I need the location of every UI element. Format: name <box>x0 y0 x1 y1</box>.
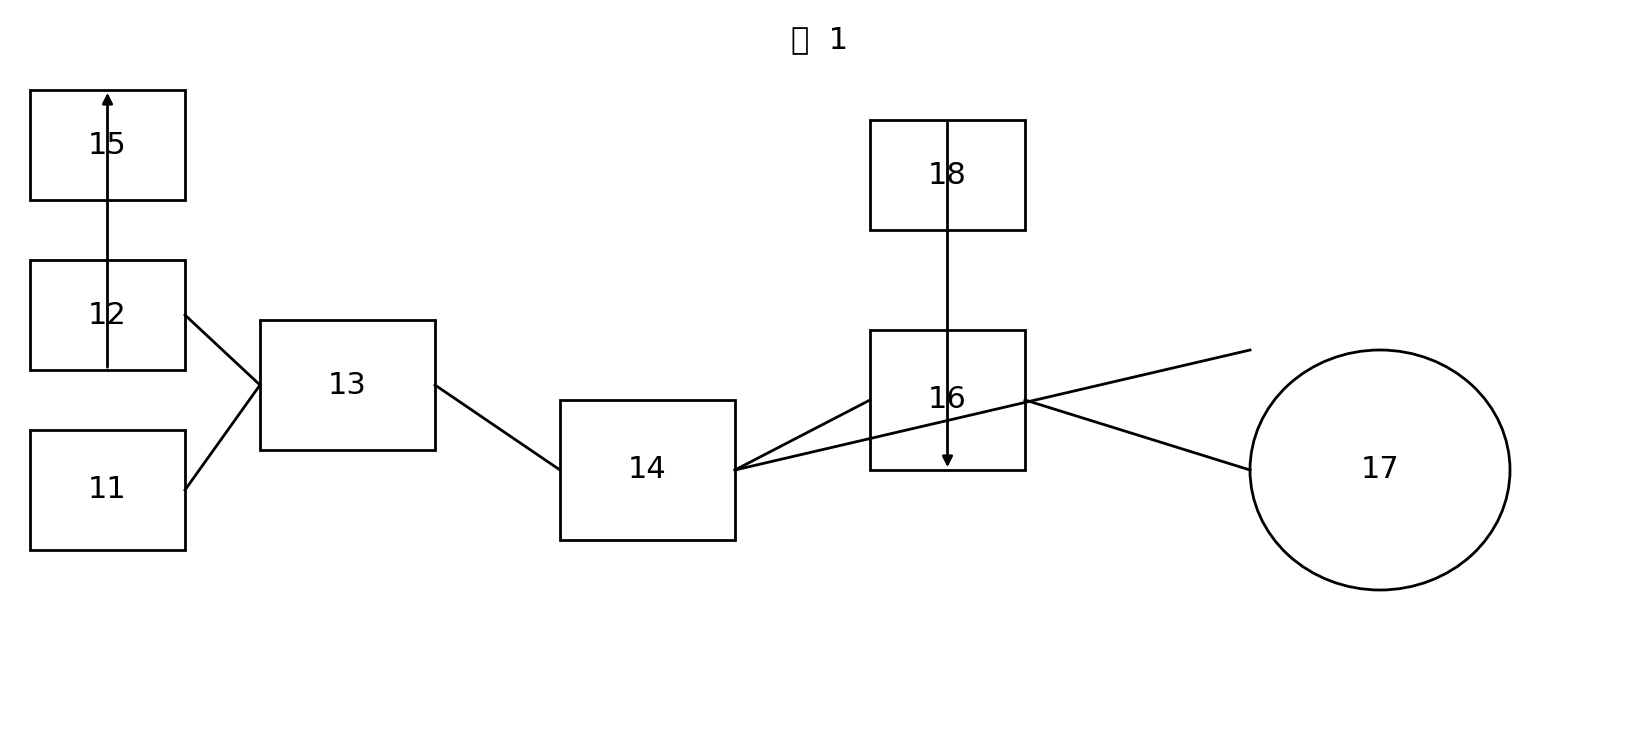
Text: 16: 16 <box>928 386 967 414</box>
Bar <box>870 120 1025 230</box>
Bar <box>30 260 186 370</box>
Text: 13: 13 <box>328 370 366 399</box>
Bar <box>259 320 435 450</box>
Ellipse shape <box>1250 350 1511 590</box>
Text: 11: 11 <box>89 476 126 504</box>
Text: 图  1: 图 1 <box>791 26 849 54</box>
Bar <box>30 430 186 550</box>
Bar <box>870 330 1025 470</box>
Bar <box>30 90 186 200</box>
Text: 17: 17 <box>1361 455 1399 485</box>
Text: 18: 18 <box>928 161 967 190</box>
Text: 12: 12 <box>89 301 126 330</box>
Bar <box>560 400 736 540</box>
Text: 14: 14 <box>629 455 667 485</box>
Text: 15: 15 <box>89 130 126 160</box>
